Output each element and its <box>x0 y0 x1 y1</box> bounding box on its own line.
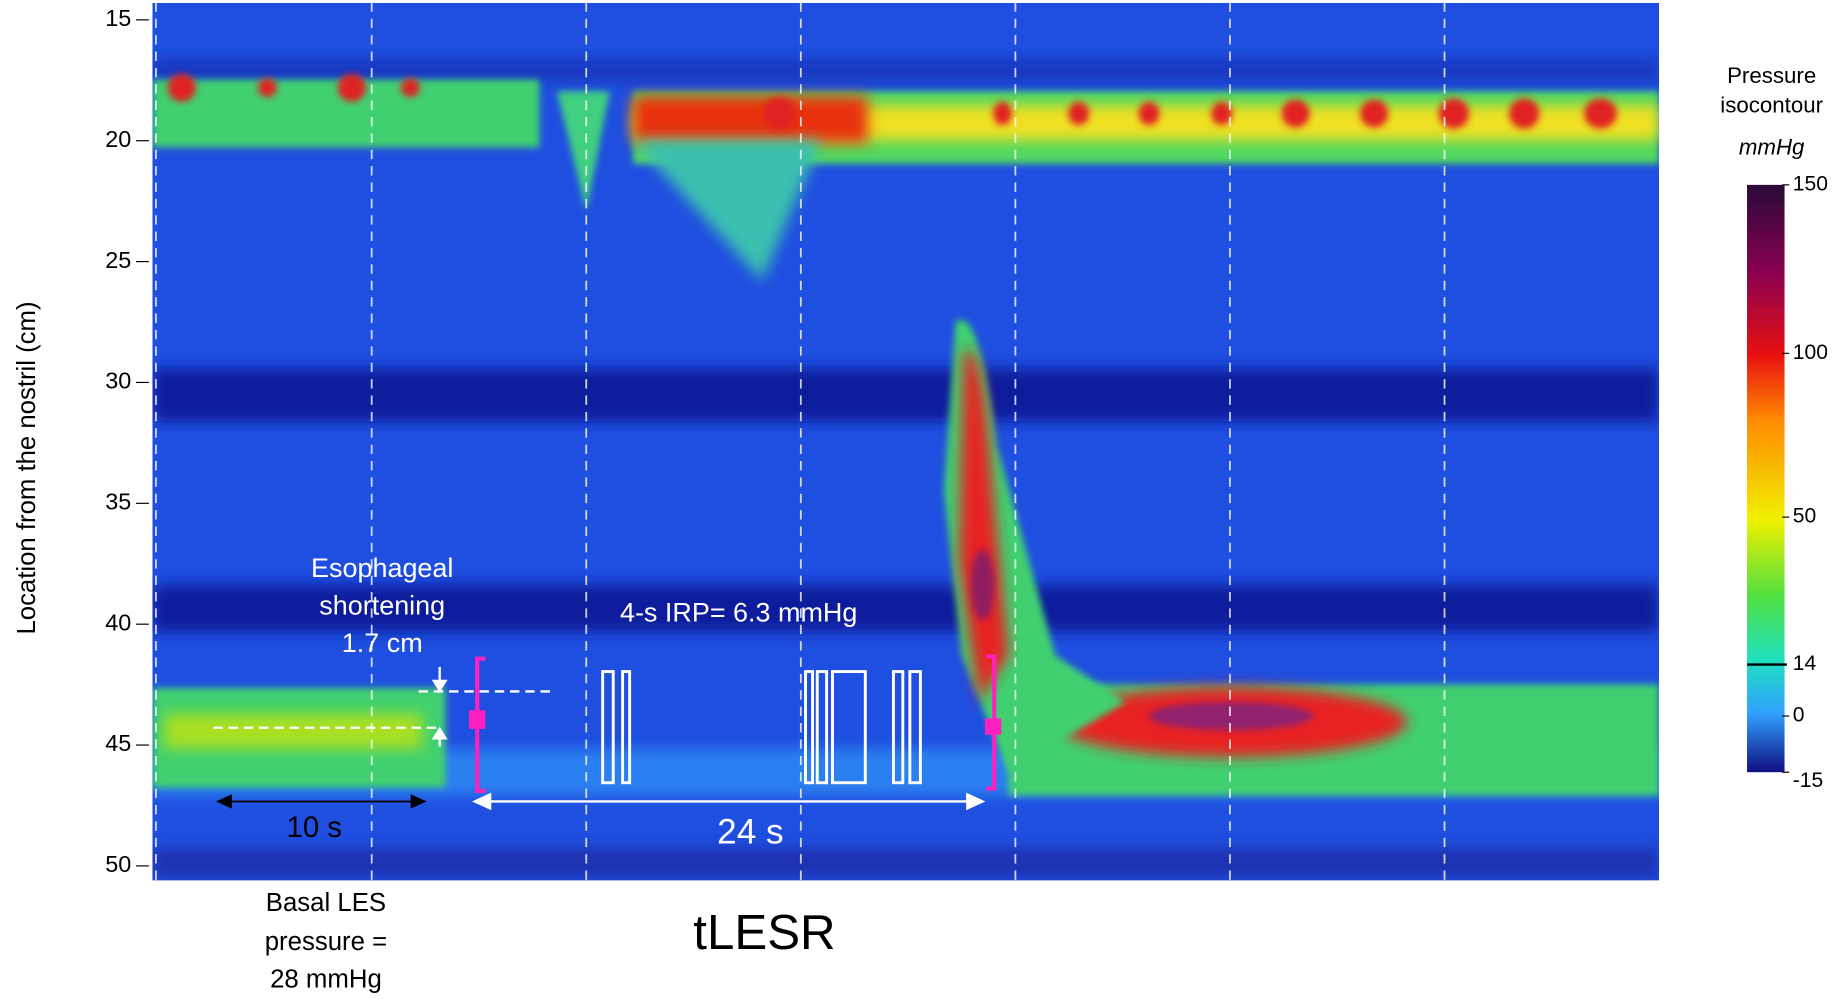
colorbar-tick-label: 100 <box>1793 341 1828 364</box>
figure: Esophageal shortening 1.7 cm 4-s IRP= 6.… <box>13 2 1828 993</box>
annotation: 1.7 cm <box>342 628 423 658</box>
colorbar-title: isocontour <box>1720 92 1823 117</box>
y-tick-label: 45 <box>105 730 131 756</box>
y-tick-label: 20 <box>105 126 131 152</box>
annotation: 10 s <box>287 811 342 844</box>
guides <box>213 690 552 729</box>
y-tick-label: 50 <box>105 851 131 877</box>
marker <box>984 718 1002 735</box>
colorbar-tick-label: 50 <box>1793 505 1816 528</box>
colorbar-tick-label: 150 <box>1793 172 1828 195</box>
colorbar-unit: mmHg <box>1739 134 1805 159</box>
colorbar-tick-label: 14 <box>1793 652 1817 675</box>
arrow-10s <box>215 794 427 809</box>
heatmap <box>152 2 1660 881</box>
y-tick-label: 15 <box>105 5 131 31</box>
chart-title: tLESR <box>693 905 835 960</box>
arrows <box>431 666 986 811</box>
colorbar-title: Pressure <box>1727 63 1816 88</box>
annotation: 24 s <box>717 813 783 852</box>
colorbar-tick-label: 0 <box>1793 704 1805 727</box>
marker <box>469 710 486 729</box>
annotation: Basal LES <box>266 889 386 917</box>
annotation: Esophageal <box>311 553 453 583</box>
annotation: 28 mmHg <box>270 965 382 993</box>
y-tick-label: 30 <box>105 368 131 394</box>
colorbar <box>1747 184 1785 773</box>
irp-boxes <box>601 670 922 785</box>
annotation: shortening <box>319 590 445 620</box>
annotation: 4-s IRP= 6.3 mmHg <box>620 597 857 627</box>
annotation: pressure = <box>265 928 388 956</box>
y-axis-label: Location from the nostril (cm) <box>13 301 41 634</box>
y-tick-label: 35 <box>105 489 131 515</box>
y-tick-label: 25 <box>105 247 131 273</box>
y-tick-label: 40 <box>105 609 131 635</box>
colorbar-tick-label: -15 <box>1793 769 1824 792</box>
